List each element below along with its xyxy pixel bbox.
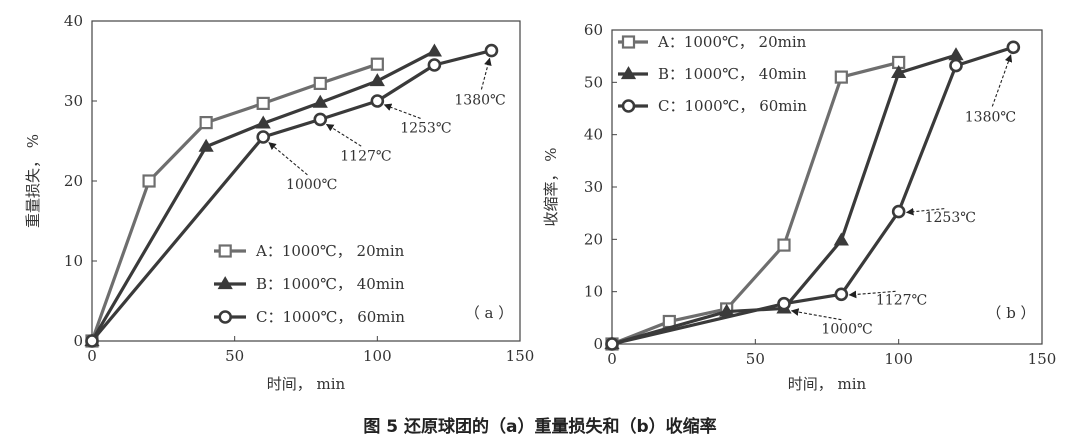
y-tick-label: 60	[584, 21, 603, 39]
series-a-circle-point	[427, 58, 442, 72]
y-tick-label: 10	[584, 283, 603, 301]
series-b-triangle-line	[611, 53, 957, 346]
series-b-circle-line	[611, 45, 1014, 346]
x-tick-label: 100	[884, 350, 913, 368]
series-b-square-point	[834, 70, 848, 84]
series-b-circle-point	[777, 296, 791, 311]
annotation-label: 1253℃	[400, 120, 451, 136]
y-tick-label: 30	[64, 92, 83, 110]
series-a-square-point	[256, 96, 270, 111]
legend-entry-label: A：1000℃， 20min	[255, 242, 405, 260]
series-a-circle-point	[313, 112, 328, 127]
series-a-circle-point	[484, 43, 499, 58]
series-a-circle-point	[85, 334, 99, 348]
x-tick-label: 0	[607, 350, 617, 368]
series-b-circle-point	[605, 337, 619, 351]
y-tick-label: 40	[64, 12, 83, 30]
legend-entry-label: B：1000℃， 40min	[256, 275, 405, 293]
series-b-triangle-point	[948, 47, 964, 61]
series-b-circle-point	[949, 58, 963, 73]
series-b-square-line	[611, 60, 900, 346]
annotation-label: 1380℃	[454, 92, 505, 108]
panel-label: （ b ）	[986, 304, 1035, 322]
y-axis-title: 重量损失， %	[24, 134, 42, 228]
y-tick-label: 40	[584, 126, 603, 144]
legend-entry-label: C：1000℃， 60min	[256, 308, 405, 326]
series-a-square-point	[313, 76, 327, 91]
series-a-triangle-point	[369, 73, 385, 87]
y-tick-label: 30	[584, 178, 603, 196]
series-b-triangle-point	[891, 65, 907, 79]
annotation-label: 1000℃	[821, 321, 872, 337]
annotation-label: 1000℃	[286, 177, 337, 193]
annotation-arrow	[268, 142, 308, 176]
legend-entry-label: B：1000℃， 40min	[658, 65, 807, 83]
legend-square-marker	[621, 35, 636, 49]
y-tick-label: 50	[584, 73, 603, 91]
series-a-square-point	[142, 174, 156, 188]
y-tick-label: 0	[593, 335, 603, 353]
x-tick-label: 150	[506, 347, 535, 365]
series-b-circle-point	[891, 204, 906, 219]
x-tick-label: 150	[1028, 350, 1057, 368]
x-tick-label: 100	[363, 347, 392, 365]
x-axis-title: 时间， min	[267, 375, 346, 393]
annotation-label: 1127℃	[340, 148, 391, 164]
series-a-triangle-point	[426, 43, 443, 57]
series-a-square-point	[199, 115, 213, 130]
annotation-arrow	[480, 57, 492, 90]
legend-circle-marker	[218, 310, 232, 324]
series-a-circle-line	[90, 49, 492, 343]
series-a-square-point	[370, 57, 384, 71]
x-tick-label: 50	[225, 347, 244, 365]
y-axis-title: 收缩率， %	[542, 147, 560, 226]
annotation-label: 1380℃	[965, 109, 1016, 125]
legend-triangle-marker	[217, 276, 233, 290]
annotation-arrow	[905, 207, 945, 216]
annotation-arrow	[325, 123, 362, 147]
series-b-square-point	[777, 238, 791, 252]
x-tick-label: 0	[87, 347, 97, 365]
y-tick-label: 20	[584, 230, 603, 248]
series-a-triangle-point	[198, 138, 214, 152]
panel-a-weight-loss-chart: 0 50 100 150 0 10 20 30 40 时间， min 重量损失， % 1000℃112…	[24, 12, 534, 393]
legend-entry-label: C：1000℃， 60min	[658, 97, 807, 115]
series-a-circle-point	[256, 130, 271, 144]
x-axis-title: 时间， min	[788, 375, 867, 393]
annotation-arrow	[790, 308, 842, 321]
y-tick-label: 10	[64, 252, 83, 270]
series-b-circle-point	[1006, 40, 1021, 55]
series-a-circle-point	[370, 94, 385, 108]
annotation-label: 1127℃	[876, 293, 927, 309]
series-a-triangle-point	[312, 94, 328, 108]
annotation-arrow	[848, 290, 896, 299]
legend-square-marker	[218, 244, 232, 258]
annotation-label: 1253℃	[925, 210, 976, 226]
series-b-circle-point	[834, 287, 849, 302]
legend-b: A：1000℃， 20min B：1000℃， 40min C：1000℃， 60m…	[618, 33, 807, 115]
figure-caption: 图 5 还原球团的（a）重量损失和（b）收缩率	[363, 417, 717, 437]
annotation-arrow	[991, 54, 1013, 107]
annotation-arrow	[383, 103, 421, 119]
series-a-square-line	[90, 62, 378, 342]
legend-a: A：1000℃， 20min B：1000℃， 40min C：1000℃， 60m…	[214, 242, 405, 326]
series-a-triangle-line	[90, 49, 436, 342]
legend-triangle-marker	[620, 66, 637, 80]
legend-entry-label: A：1000℃， 20min	[657, 33, 807, 51]
y-tick-label: 20	[64, 172, 83, 190]
panel-b-shrinkage-chart: 0 50 100 150 0 10 20 30 40 50 60 时间， min 收缩率， % 1000℃…	[542, 21, 1056, 393]
legend-circle-marker	[621, 99, 636, 113]
x-tick-label: 50	[746, 350, 765, 368]
series-b-triangle-point	[833, 232, 849, 246]
series-a-triangle-point	[255, 115, 271, 129]
panel-label: （ a ）	[465, 304, 513, 322]
y-tick-label: 0	[73, 332, 83, 350]
